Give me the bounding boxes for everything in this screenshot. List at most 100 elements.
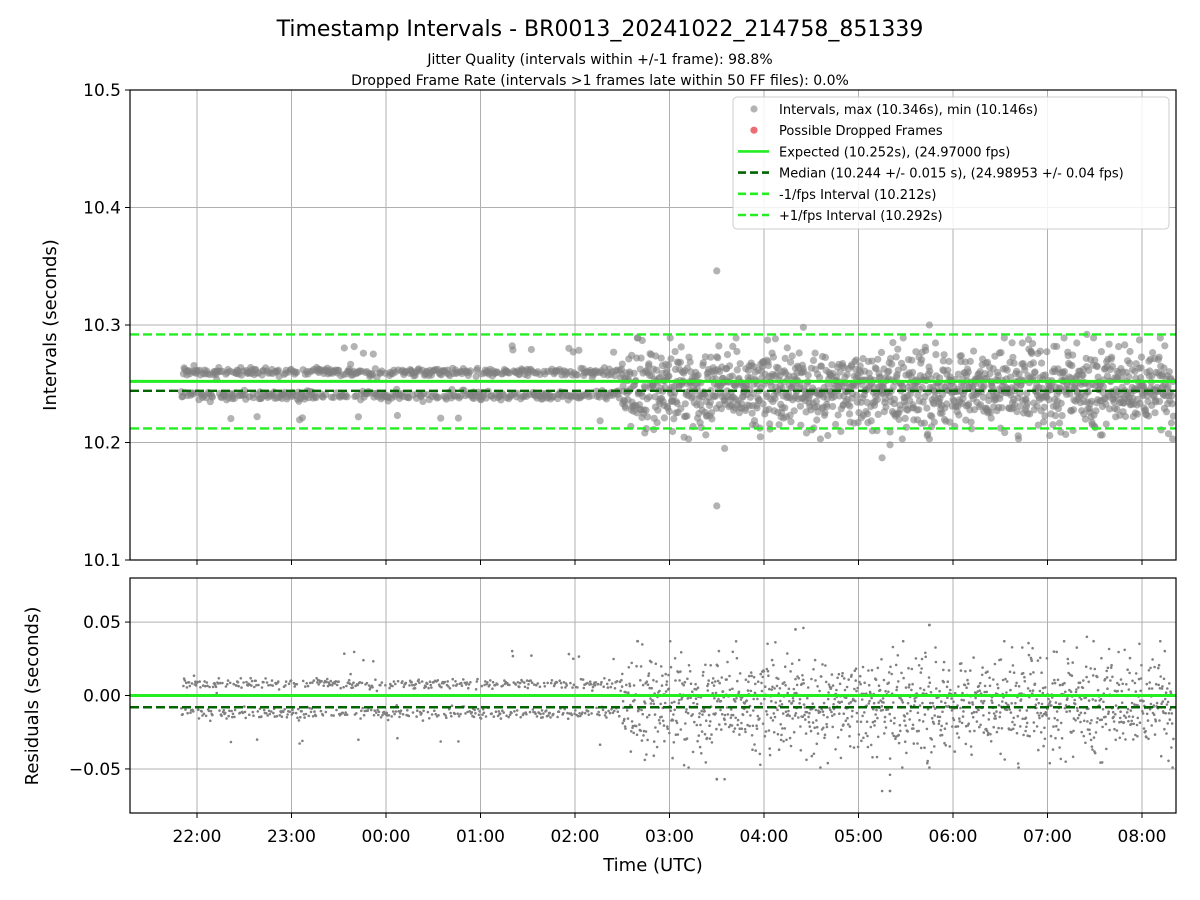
interval-point — [766, 420, 774, 428]
residual-point — [875, 708, 878, 712]
residual-point — [186, 711, 189, 715]
residual-point — [772, 731, 776, 734]
residual-point — [942, 668, 945, 672]
interval-point — [899, 334, 907, 342]
interval-point — [1091, 356, 1099, 364]
residual-point — [1089, 738, 1093, 742]
residual-point — [478, 710, 481, 713]
residual-point — [763, 685, 767, 688]
residual-point — [940, 700, 943, 703]
residual-point — [231, 712, 235, 716]
interval-point — [945, 357, 953, 365]
residual-point — [402, 685, 406, 689]
interval-point — [610, 348, 618, 356]
residual-point — [1035, 698, 1038, 701]
residuals-y-tick-label: −0.05 — [69, 760, 121, 780]
residual-point — [1100, 761, 1104, 764]
x-tick-label: 05:00 — [834, 827, 883, 847]
residual-point — [649, 697, 652, 700]
residual-point — [840, 674, 844, 678]
interval-point — [796, 402, 805, 410]
residual-point — [721, 690, 725, 693]
residual-point — [960, 698, 963, 702]
residual-point — [959, 706, 962, 710]
residual-point — [765, 713, 769, 716]
residual-point — [937, 719, 941, 723]
residual-point — [610, 682, 614, 685]
residual-point — [436, 679, 440, 682]
interval-point — [900, 363, 908, 372]
residual-point — [767, 729, 771, 732]
interval-point — [588, 392, 596, 400]
residual-point — [987, 718, 991, 721]
interval-point — [1001, 429, 1009, 437]
residual-point — [1037, 714, 1041, 717]
residual-point — [439, 740, 443, 743]
residual-point — [825, 722, 828, 726]
residual-point — [271, 684, 275, 687]
interval-point — [677, 405, 685, 413]
residual-point — [1066, 657, 1070, 661]
interval-point — [964, 368, 972, 376]
residual-point — [618, 714, 621, 718]
residual-point — [260, 715, 263, 718]
residual-point — [450, 714, 453, 718]
residual-point — [598, 743, 602, 746]
residual-point — [805, 710, 809, 714]
residual-point — [907, 666, 910, 670]
residual-point — [716, 699, 719, 703]
residual-point — [1044, 686, 1047, 689]
residual-point — [888, 773, 892, 777]
residual-point — [498, 712, 502, 715]
residual-point — [181, 713, 184, 716]
residual-point — [1007, 728, 1011, 731]
interval-point — [966, 357, 974, 365]
residual-point — [912, 742, 916, 745]
residual-point — [1100, 718, 1104, 721]
residual-point — [657, 718, 661, 722]
residual-point — [1116, 681, 1119, 685]
residual-point — [770, 688, 773, 691]
residual-point — [881, 697, 885, 700]
residual-point — [670, 701, 674, 705]
residual-point — [931, 701, 934, 705]
interval-point — [1097, 348, 1105, 356]
interval-point — [894, 345, 902, 353]
residual-point — [784, 684, 787, 687]
residual-point — [861, 665, 865, 669]
residual-point — [296, 716, 299, 720]
residual-point — [672, 741, 676, 744]
residual-point — [571, 657, 575, 661]
residual-point — [797, 658, 801, 662]
residual-point — [795, 691, 798, 695]
residual-point — [879, 699, 882, 702]
residual-point — [350, 683, 354, 687]
interval-point — [936, 374, 944, 382]
residual-point — [490, 712, 494, 715]
residual-point — [806, 686, 810, 689]
residual-point — [1032, 721, 1036, 724]
residual-point — [1021, 646, 1024, 649]
residual-point — [703, 709, 706, 713]
residual-point — [852, 746, 856, 749]
residual-point — [807, 715, 810, 719]
residual-point — [971, 701, 974, 704]
interval-point — [823, 403, 831, 411]
interval-point — [919, 398, 927, 406]
residual-point — [1085, 675, 1088, 679]
residual-point — [653, 713, 657, 716]
residual-point — [673, 700, 676, 704]
residual-point — [1005, 708, 1009, 712]
residual-point — [1069, 690, 1073, 693]
residual-point — [894, 737, 897, 741]
residual-point — [970, 712, 974, 715]
residual-point — [1160, 687, 1164, 690]
residual-point — [1111, 675, 1114, 679]
residual-point — [624, 727, 627, 730]
residual-point — [968, 701, 971, 705]
residual-point — [566, 711, 569, 715]
interval-point — [657, 354, 665, 362]
residuals-y-tick-label: 0.05 — [83, 613, 121, 633]
residual-point — [250, 684, 253, 687]
residual-point — [641, 683, 645, 687]
